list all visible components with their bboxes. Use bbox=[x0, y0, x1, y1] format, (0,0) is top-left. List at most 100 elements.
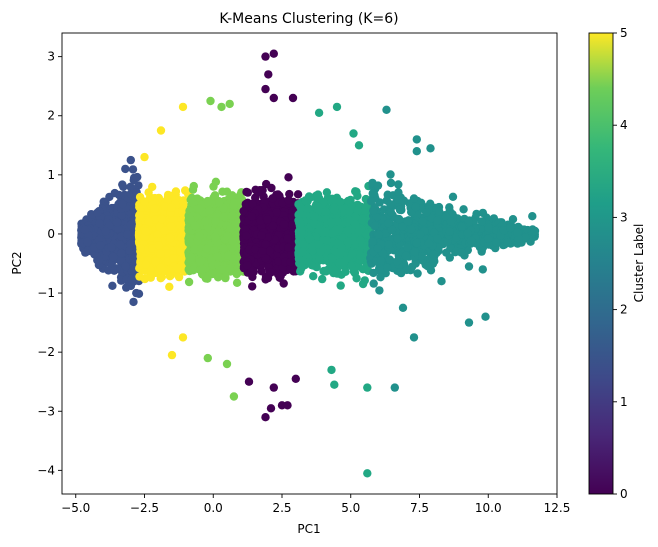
data-point bbox=[95, 241, 105, 250]
data-point bbox=[151, 257, 160, 266]
data-point bbox=[211, 216, 220, 226]
data-point bbox=[166, 233, 175, 243]
data-point bbox=[112, 218, 122, 227]
data-point bbox=[148, 182, 157, 192]
data-point bbox=[226, 224, 235, 233]
data-point bbox=[176, 247, 185, 256]
data-point bbox=[80, 225, 90, 234]
data-point bbox=[210, 232, 220, 242]
chart-title: K-Means Clustering (K=6) bbox=[219, 11, 398, 27]
data-point bbox=[94, 256, 104, 265]
data-point bbox=[187, 252, 196, 262]
data-point bbox=[253, 188, 263, 197]
data-point bbox=[200, 217, 210, 226]
data-point bbox=[232, 278, 242, 287]
data-point bbox=[202, 244, 211, 253]
data-point bbox=[156, 274, 165, 283]
data-point bbox=[150, 204, 159, 214]
data-point bbox=[228, 236, 237, 246]
data-point bbox=[248, 282, 257, 291]
data-point bbox=[242, 261, 252, 270]
data-point bbox=[125, 246, 134, 255]
data-point bbox=[186, 195, 195, 204]
data-point bbox=[127, 275, 136, 284]
data-point bbox=[93, 208, 102, 217]
data-point bbox=[117, 211, 126, 220]
data-point bbox=[176, 233, 186, 242]
scatter-points bbox=[77, 49, 540, 478]
data-point bbox=[136, 244, 145, 253]
data-point bbox=[113, 224, 123, 233]
data-point bbox=[108, 281, 117, 290]
data-point bbox=[189, 181, 198, 191]
data-point bbox=[144, 217, 154, 226]
data-point bbox=[121, 262, 130, 271]
data-point bbox=[191, 221, 200, 231]
data-point bbox=[165, 272, 175, 281]
data-point bbox=[123, 230, 132, 239]
data-point bbox=[110, 188, 120, 198]
data-point bbox=[263, 215, 272, 224]
data-point bbox=[157, 215, 166, 224]
data-point bbox=[195, 231, 204, 241]
data-point bbox=[119, 182, 128, 191]
data-point bbox=[81, 248, 90, 257]
data-point bbox=[228, 191, 237, 200]
data-point bbox=[83, 237, 92, 247]
data-point bbox=[156, 249, 165, 258]
data-point bbox=[276, 272, 285, 281]
data-point bbox=[286, 257, 295, 267]
data-point bbox=[140, 197, 149, 206]
data-point bbox=[195, 204, 204, 213]
data-point bbox=[118, 199, 127, 209]
data-point bbox=[284, 243, 293, 252]
data-point bbox=[228, 254, 238, 263]
data-point bbox=[127, 266, 136, 275]
data-point bbox=[218, 187, 227, 196]
data-point bbox=[284, 173, 293, 182]
data-point bbox=[219, 212, 228, 222]
data-point bbox=[196, 257, 205, 266]
data-point bbox=[279, 220, 289, 229]
data-point bbox=[221, 273, 230, 282]
data-point bbox=[243, 188, 252, 197]
data-point bbox=[211, 177, 221, 186]
data-point bbox=[141, 260, 151, 269]
data-point bbox=[207, 269, 217, 279]
data-point bbox=[188, 265, 197, 275]
data-point bbox=[167, 203, 176, 212]
data-point bbox=[205, 206, 214, 215]
data-point bbox=[242, 231, 251, 241]
data-point bbox=[171, 187, 181, 196]
data-point bbox=[219, 243, 228, 253]
data-point bbox=[128, 165, 138, 174]
data-point bbox=[141, 227, 151, 236]
data-point bbox=[107, 242, 116, 252]
data-point bbox=[165, 282, 174, 291]
data-point bbox=[101, 226, 110, 236]
data-point bbox=[110, 266, 119, 275]
data-point bbox=[169, 254, 178, 263]
data-point bbox=[229, 201, 238, 210]
data-point bbox=[116, 240, 125, 249]
data-point bbox=[293, 190, 303, 199]
data-point bbox=[268, 194, 277, 203]
data-point bbox=[285, 189, 294, 199]
data-point bbox=[95, 219, 104, 228]
data-point bbox=[283, 234, 292, 243]
data-point bbox=[126, 239, 135, 249]
data-point bbox=[217, 265, 226, 274]
data-point bbox=[154, 241, 163, 250]
data-point bbox=[239, 206, 248, 216]
data-point bbox=[167, 222, 176, 231]
data-point bbox=[203, 197, 213, 207]
data-point bbox=[266, 268, 276, 277]
data-point bbox=[215, 198, 224, 207]
data-point bbox=[109, 252, 118, 262]
data-point bbox=[184, 277, 194, 287]
data-point bbox=[129, 173, 139, 183]
data-point bbox=[268, 221, 278, 230]
data-point bbox=[213, 252, 222, 261]
data-point bbox=[117, 249, 126, 258]
